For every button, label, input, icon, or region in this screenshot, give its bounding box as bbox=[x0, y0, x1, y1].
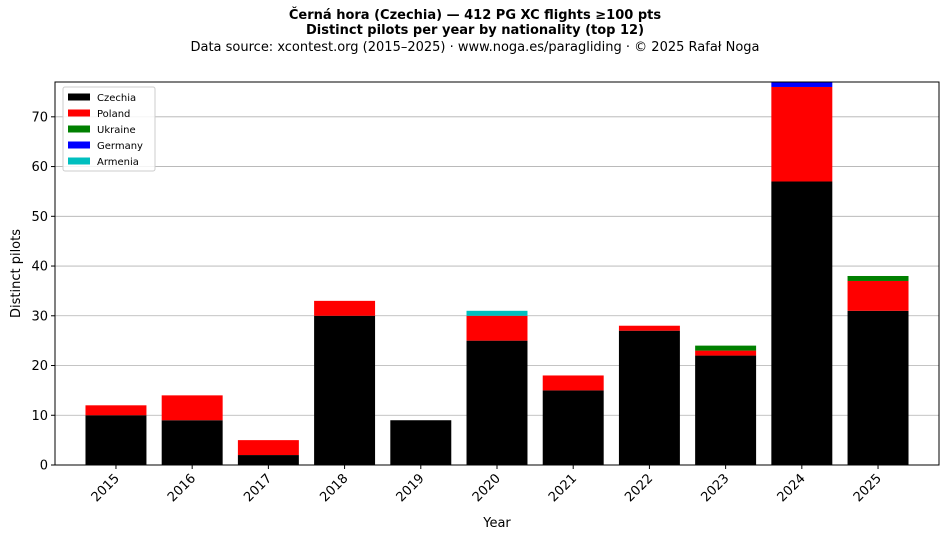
bar-czechia-2015 bbox=[85, 415, 147, 465]
bar-poland-2015 bbox=[85, 405, 147, 416]
legend-label-poland: Poland bbox=[97, 109, 130, 120]
bar-czechia-2024 bbox=[771, 181, 833, 465]
y-tick-label-10: 10 bbox=[31, 409, 48, 424]
bar-czechia-2023 bbox=[695, 355, 757, 465]
y-tick-label-30: 30 bbox=[31, 309, 48, 324]
y-tick-label-40: 40 bbox=[31, 260, 48, 275]
y-axis-label: Distinct pilots bbox=[9, 229, 24, 318]
y-tick-label-70: 70 bbox=[31, 110, 48, 125]
bar-ukraine-2025 bbox=[847, 275, 909, 281]
y-tick-label-20: 20 bbox=[31, 359, 48, 374]
bar-ukraine-2023 bbox=[695, 345, 757, 351]
bar-poland-2025 bbox=[847, 280, 909, 311]
x-tick-label-2018: 2018 bbox=[317, 471, 351, 505]
bar-czechia-2025 bbox=[847, 310, 909, 465]
x-tick-label-2024: 2024 bbox=[775, 471, 809, 505]
bar-poland-2023 bbox=[695, 350, 757, 356]
bar-germany-2024 bbox=[771, 82, 833, 87]
bar-poland-2018 bbox=[314, 300, 376, 316]
bar-poland-2021 bbox=[542, 375, 604, 391]
bar-czechia-2019 bbox=[390, 420, 452, 465]
bar-czechia-2021 bbox=[542, 390, 604, 465]
chart-source: Data source: xcontest.org (2015–2025) · … bbox=[190, 40, 760, 55]
x-tick-label-2020: 2020 bbox=[470, 471, 504, 505]
x-tick-label-2015: 2015 bbox=[89, 471, 123, 505]
bar-poland-2020 bbox=[466, 315, 528, 341]
bar-czechia-2018 bbox=[314, 315, 376, 465]
bar-armenia-2020 bbox=[466, 310, 528, 316]
bar-czechia-2016 bbox=[161, 420, 223, 465]
legend-swatch-armenia bbox=[68, 157, 90, 165]
legend-swatch-czechia bbox=[68, 93, 90, 101]
y-tick-label-0: 0 bbox=[40, 459, 48, 474]
bar-poland-2022 bbox=[618, 325, 680, 331]
x-tick-label-2017: 2017 bbox=[241, 471, 275, 505]
bar-czechia-2022 bbox=[618, 330, 680, 465]
chart-subtitle: Distinct pilots per year by nationality … bbox=[305, 23, 645, 38]
x-axis-label: Year bbox=[482, 516, 511, 531]
legend-box bbox=[62, 86, 156, 172]
x-tick-label-2025: 2025 bbox=[851, 471, 885, 505]
legend-label-czechia: Czechia bbox=[97, 93, 136, 104]
x-tick-label-2021: 2021 bbox=[546, 471, 580, 505]
bar-poland-2024 bbox=[771, 86, 833, 182]
legend-label-germany: Germany bbox=[97, 141, 143, 152]
x-tick-label-2019: 2019 bbox=[394, 471, 428, 505]
bar-czechia-2017 bbox=[237, 455, 299, 465]
legend-label-ukraine: Ukraine bbox=[97, 125, 136, 136]
legend-swatch-poland bbox=[68, 109, 90, 117]
legend-label-armenia: Armenia bbox=[97, 157, 139, 168]
bar-poland-2017 bbox=[237, 440, 299, 456]
x-tick-label-2016: 2016 bbox=[165, 471, 199, 505]
legend-swatch-germany bbox=[68, 141, 90, 149]
chart-title: Černá hora (Czechia) — 412 PG XC flights… bbox=[288, 8, 662, 23]
legend-swatch-ukraine bbox=[68, 125, 90, 133]
y-tick-label-60: 60 bbox=[31, 160, 48, 175]
bar-poland-2016 bbox=[161, 395, 223, 421]
y-tick-label-50: 50 bbox=[31, 210, 48, 225]
x-tick-label-2023: 2023 bbox=[698, 471, 732, 505]
bar-czechia-2020 bbox=[466, 340, 528, 465]
x-tick-label-2022: 2022 bbox=[622, 471, 656, 505]
